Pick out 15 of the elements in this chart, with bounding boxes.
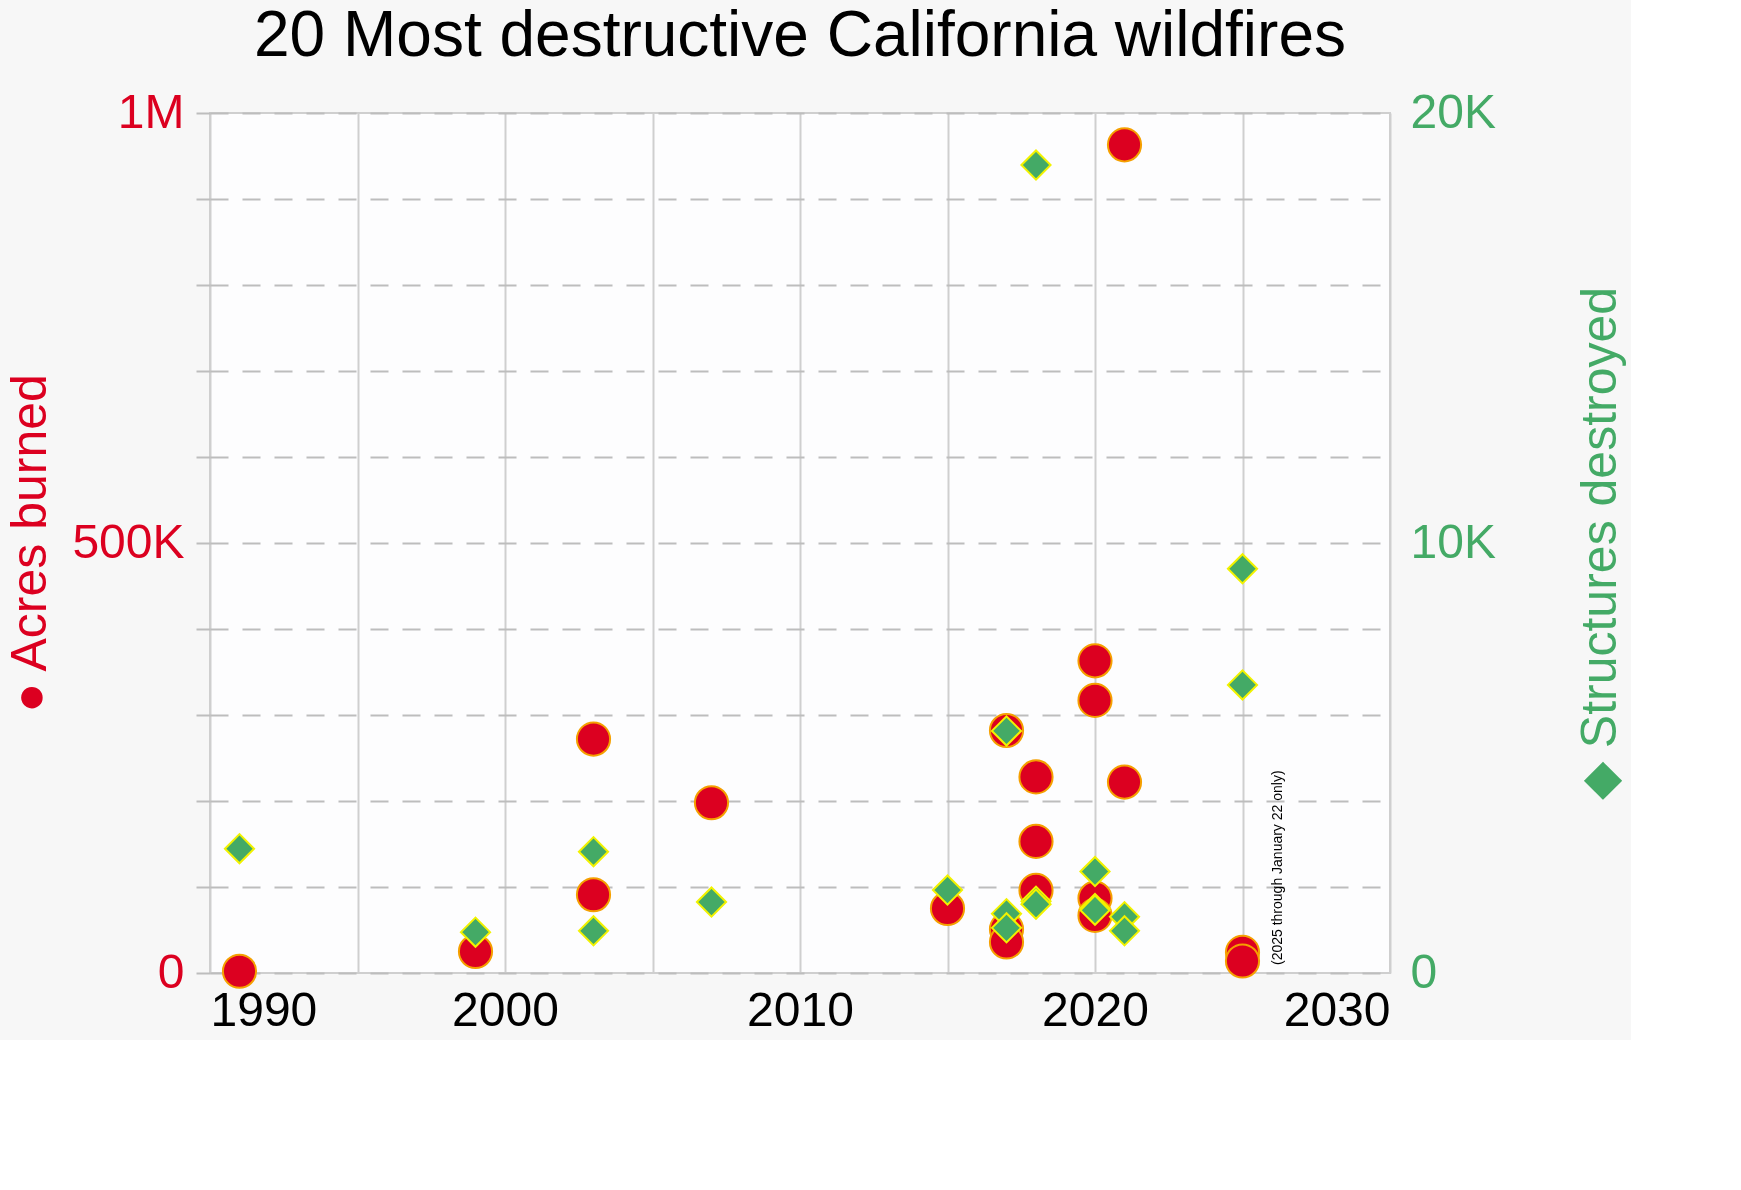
x-tick-label: 2010 [747, 982, 854, 1036]
y2-tick-label: 10K [1410, 514, 1496, 568]
y-axis-title: ● Acres burned [1, 374, 58, 713]
y-tick-label: 500K [72, 514, 185, 568]
annotation: (2025 through January 22 only) [1268, 770, 1285, 965]
chart-title: 20 Most destructive California wildfires [254, 0, 1346, 70]
y2-tick-label: 0 [1410, 944, 1438, 998]
y2-tick-label: 20K [1410, 84, 1496, 138]
x-tick-label: 2000 [452, 982, 559, 1036]
y2-axis-title: ◆ Structures destroyed [1570, 286, 1627, 801]
y-tick-label: 0 [157, 944, 185, 998]
x-tick-label: 2020 [1042, 982, 1149, 1036]
x-tick-label: 1990 [210, 982, 318, 1036]
x-tick-label: 2030 [1283, 982, 1391, 1036]
y-tick-label: 1M [117, 84, 185, 138]
